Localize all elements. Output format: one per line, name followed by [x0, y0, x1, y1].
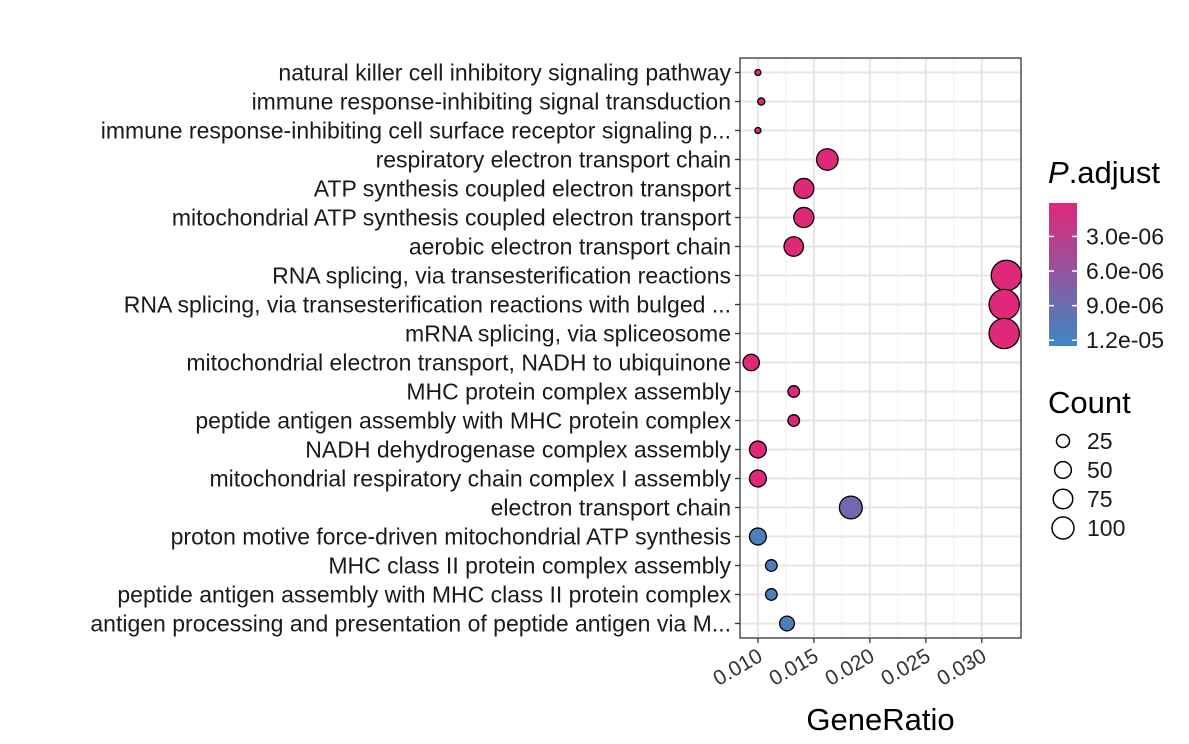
x-axis-title: GeneRatio	[806, 702, 954, 737]
data-point	[748, 469, 768, 488]
panel-background	[740, 58, 1021, 638]
data-point	[742, 353, 761, 372]
data-point	[793, 177, 815, 200]
data-point	[988, 317, 1020, 350]
y-tick-label: mRNA splicing, via spliceosome	[405, 321, 731, 347]
size-legend-circle	[1052, 488, 1074, 510]
panel-grid	[740, 58, 1021, 638]
colorbar-tick-label: 6.0e-06	[1086, 258, 1164, 284]
data-point	[838, 495, 863, 520]
color-legend-title-rest: .adjust	[1069, 155, 1161, 190]
data-point	[990, 259, 1023, 292]
y-tick-label: MHC protein complex assembly	[406, 379, 731, 405]
y-tick-label: mitochondrial respiratory chain complex …	[209, 466, 731, 492]
data-point	[754, 126, 762, 135]
size-legend-circle	[1051, 516, 1075, 540]
y-tick-label: antigen processing and presentation of p…	[90, 611, 731, 637]
y-tick-label: RNA splicing, via transesterification re…	[272, 263, 731, 289]
data-point	[783, 236, 805, 257]
data-point	[787, 414, 801, 427]
y-tick-label: NADH dehydrogenase complex assembly	[305, 437, 731, 463]
data-point	[988, 288, 1020, 321]
y-tick-label: immune response-inhibiting signal transd…	[252, 89, 731, 115]
y-tick-label: mitochondrial ATP synthesis coupled elec…	[172, 205, 732, 231]
x-tick-label: 0.030	[933, 644, 990, 690]
y-tick-label: aerobic electron transport chain	[409, 234, 731, 260]
size-legend-label: 25	[1087, 428, 1113, 454]
y-tick-label: peptide antigen assembly with MHC protei…	[195, 408, 731, 434]
data-point	[815, 148, 839, 171]
colorbar-tick-label: 1.2e-05	[1086, 327, 1164, 353]
colorbar	[1049, 203, 1077, 346]
size-legend-label: 75	[1087, 486, 1113, 512]
data-point	[748, 440, 768, 459]
data-point	[754, 68, 762, 77]
data-point	[787, 385, 801, 398]
size-legend-title: Count	[1048, 385, 1131, 420]
colorbar-ticks: 3.0e-06 6.0e-06 9.0e-06 1.2e-05	[1049, 223, 1164, 353]
y-tick-label: mitochondrial electron transport, NADH t…	[186, 350, 731, 376]
data-point	[748, 527, 768, 546]
size-legend-circle	[1055, 433, 1071, 449]
y-axis: natural killer cell inhibitory signaling…	[90, 60, 740, 637]
y-tick-label: ATP synthesis coupled electron transport	[314, 176, 732, 202]
size-legend-items: 25 50 75 100	[1051, 428, 1125, 541]
colorbar-tick-label: 9.0e-06	[1086, 293, 1164, 319]
panel-border	[739, 57, 1022, 639]
y-tick-label: electron transport chain	[491, 495, 731, 521]
data-points	[742, 68, 1023, 632]
x-tick-label: 0.015	[765, 644, 822, 690]
size-legend-label: 100	[1087, 515, 1125, 541]
data-point	[757, 97, 766, 106]
data-point	[793, 206, 815, 229]
y-tick-label: proton motive force-driven mitochondrial…	[171, 524, 731, 550]
x-tick-label: 0.025	[877, 644, 934, 690]
y-tick-label: immune response-inhibiting cell surface …	[101, 118, 731, 144]
data-point	[764, 559, 778, 572]
color-legend-title-italic: P	[1048, 155, 1069, 190]
size-legend-circle	[1053, 460, 1073, 480]
y-tick-label: natural killer cell inhibitory signaling…	[278, 60, 731, 86]
size-legend-label: 50	[1087, 457, 1113, 483]
colorbar-tick-label: 3.0e-06	[1086, 223, 1164, 249]
y-tick-label: MHC class II protein complex assembly	[328, 553, 731, 579]
data-point	[764, 588, 778, 601]
color-legend: P.adjust 3.0e-06 6.0e-06 9.0e-06 1.2e-05	[1048, 155, 1164, 353]
data-point	[778, 615, 796, 632]
x-tick-label: 0.010	[709, 644, 766, 690]
y-tick-label: respiratory electron transport chain	[376, 147, 731, 173]
y-tick-label: RNA splicing, via transesterification re…	[124, 292, 731, 318]
x-tick-label: 0.020	[821, 644, 878, 690]
y-tick-label: peptide antigen assembly with MHC class …	[117, 582, 731, 608]
color-legend-title: P.adjust	[1048, 155, 1160, 190]
size-legend: Count 25 50 75 100	[1048, 385, 1131, 541]
